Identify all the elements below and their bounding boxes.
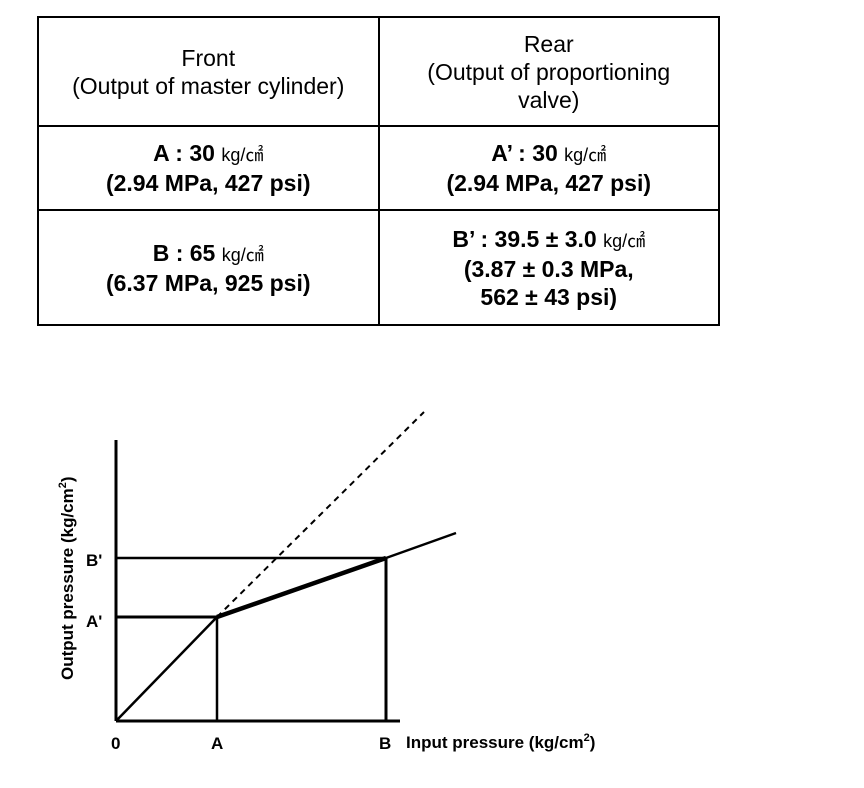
y-tick-a-prime: A' bbox=[86, 612, 102, 631]
front-a-conversion: (2.94 MPa, 427 psi) bbox=[105, 170, 311, 196]
x-tick-a: A bbox=[211, 734, 223, 753]
table-row-b: B : 65 kg/㎠ (6.37 MPa, 925 psi) B’ : 39.… bbox=[37, 209, 720, 326]
rear-a-value: A’ : 30 bbox=[491, 140, 558, 166]
y-tick-b-prime: B' bbox=[86, 551, 102, 570]
front-a-unit: kg/㎠ bbox=[221, 145, 264, 165]
x-axis-label: Input pressure (kg/cm2) bbox=[406, 732, 595, 752]
cell-rear-b: B’ : 39.5 ± 3.0 kg/㎠ (3.87 ± 0.3 MPa, 56… bbox=[377, 209, 720, 326]
rear-header-title: Rear bbox=[523, 30, 574, 57]
front-header-title: Front bbox=[181, 44, 236, 71]
pressure-graph: B' A' 0 A B Input pressure (kg/cm2) Outp… bbox=[57, 411, 595, 753]
rear-b-value: B’ : 39.5 ± 3.0 bbox=[452, 225, 597, 252]
y-axis-label: Output pressure (kg/cm2) bbox=[57, 476, 77, 680]
rear-header-subtitle-1: (Output of proportioning bbox=[427, 58, 671, 85]
rear-a-unit: kg/㎠ bbox=[564, 145, 607, 165]
x-tick-b: B bbox=[379, 734, 391, 753]
rear-output-line bbox=[216, 555, 387, 620]
origin-label: 0 bbox=[111, 734, 120, 753]
front-output-dashed-line bbox=[216, 411, 425, 618]
front-b-conversion: (6.37 MPa, 925 psi) bbox=[105, 269, 311, 296]
cell-front-b: B : 65 kg/㎠ (6.37 MPa, 925 psi) bbox=[37, 209, 380, 326]
rear-header-subtitle-2: valve) bbox=[518, 86, 580, 113]
rear-output-line-extension bbox=[385, 531, 457, 560]
front-b-value: B : 65 bbox=[152, 239, 216, 266]
rear-a-conversion: (2.94 MPa, 427 psi) bbox=[446, 170, 652, 196]
spec-table: Front (Output of master cylinder) Rear (… bbox=[37, 16, 720, 326]
rear-header: Rear (Output of proportioning valve) bbox=[377, 16, 720, 127]
cell-rear-a: A’ : 30 kg/㎠ (2.94 MPa, 427 psi) bbox=[377, 125, 720, 211]
rear-b-unit: kg/㎠ bbox=[603, 230, 646, 251]
front-header-subtitle: (Output of master cylinder) bbox=[72, 72, 345, 99]
front-b-unit: kg/㎠ bbox=[221, 244, 264, 265]
rear-b-conversion-2: 562 ± 43 psi) bbox=[480, 283, 618, 310]
front-a-value: A : 30 bbox=[153, 140, 215, 166]
table-row-a: A : 30 kg/㎠ (2.94 MPa, 427 psi) A’ : 30 … bbox=[37, 125, 720, 211]
cell-front-a: A : 30 kg/㎠ (2.94 MPa, 427 psi) bbox=[37, 125, 380, 211]
header-row: Front (Output of master cylinder) Rear (… bbox=[37, 16, 720, 127]
output-line-initial bbox=[115, 616, 218, 722]
rear-b-conversion-1: (3.87 ± 0.3 MPa, bbox=[463, 255, 634, 282]
front-header: Front (Output of master cylinder) bbox=[37, 16, 380, 127]
